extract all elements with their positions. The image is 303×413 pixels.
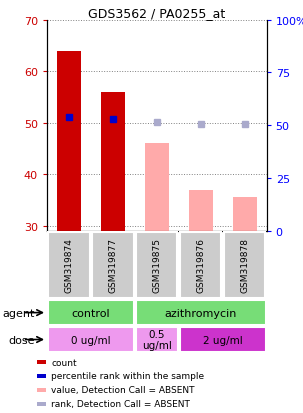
- Bar: [180, 328, 266, 352]
- Bar: [57, 52, 81, 231]
- Bar: [48, 328, 134, 352]
- Text: GSM319878: GSM319878: [240, 238, 249, 293]
- Text: agent: agent: [2, 308, 35, 318]
- Bar: [136, 233, 178, 298]
- Bar: [180, 233, 221, 298]
- Bar: [37, 360, 45, 364]
- Text: value, Detection Call = ABSENT: value, Detection Call = ABSENT: [51, 386, 195, 394]
- Text: percentile rank within the sample: percentile rank within the sample: [51, 372, 205, 380]
- Bar: [37, 388, 45, 392]
- Text: GSM319875: GSM319875: [152, 238, 161, 293]
- Bar: [189, 190, 213, 231]
- Bar: [37, 402, 45, 406]
- Text: GSM319876: GSM319876: [196, 238, 205, 293]
- Bar: [136, 301, 266, 325]
- Text: rank, Detection Call = ABSENT: rank, Detection Call = ABSENT: [51, 399, 190, 408]
- Text: GSM319874: GSM319874: [65, 238, 73, 293]
- Title: GDS3562 / PA0255_at: GDS3562 / PA0255_at: [88, 7, 225, 19]
- Bar: [233, 198, 257, 231]
- Text: 2 ug/ml: 2 ug/ml: [203, 335, 243, 345]
- Bar: [101, 93, 125, 231]
- Text: control: control: [72, 308, 110, 318]
- Bar: [48, 301, 134, 325]
- Text: count: count: [51, 358, 77, 367]
- Bar: [92, 233, 134, 298]
- Text: 0.5
ug/ml: 0.5 ug/ml: [142, 329, 172, 351]
- Bar: [136, 328, 178, 352]
- Bar: [224, 233, 265, 298]
- Bar: [48, 233, 90, 298]
- Text: dose: dose: [8, 335, 35, 345]
- Text: GSM319877: GSM319877: [108, 238, 117, 293]
- Bar: [145, 144, 169, 231]
- Text: azithromycin: azithromycin: [165, 308, 237, 318]
- Text: 0 ug/ml: 0 ug/ml: [71, 335, 111, 345]
- Bar: [37, 374, 45, 378]
